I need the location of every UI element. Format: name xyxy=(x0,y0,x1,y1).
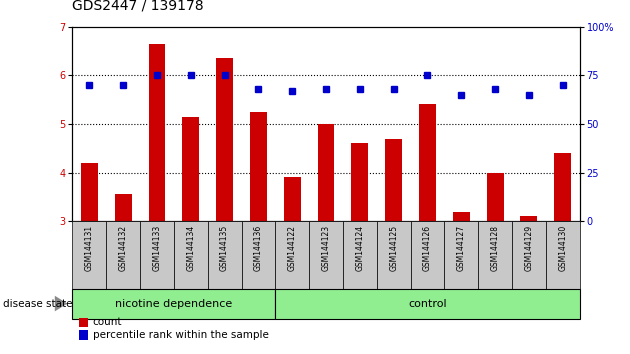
Bar xyxy=(512,221,546,289)
Bar xyxy=(377,221,411,289)
Bar xyxy=(241,221,275,289)
Text: GSM144134: GSM144134 xyxy=(186,225,195,271)
Bar xyxy=(106,221,140,289)
Polygon shape xyxy=(55,296,67,312)
Text: GSM144130: GSM144130 xyxy=(558,225,567,271)
Text: GSM144129: GSM144129 xyxy=(524,225,534,271)
Bar xyxy=(352,143,369,221)
Bar xyxy=(309,221,343,289)
Bar xyxy=(140,221,174,289)
Bar xyxy=(546,221,580,289)
Bar xyxy=(79,318,88,327)
Bar xyxy=(72,221,106,289)
Text: GSM144123: GSM144123 xyxy=(321,225,331,271)
Text: disease state: disease state xyxy=(3,298,72,309)
Bar xyxy=(250,112,267,221)
Text: GSM144126: GSM144126 xyxy=(423,225,432,271)
Bar xyxy=(453,211,470,221)
Bar xyxy=(72,289,275,319)
Text: GSM144132: GSM144132 xyxy=(118,225,128,271)
Text: GSM144122: GSM144122 xyxy=(288,225,297,270)
Text: GSM144128: GSM144128 xyxy=(491,225,500,270)
Bar xyxy=(182,116,199,221)
Bar xyxy=(284,177,301,221)
Bar xyxy=(115,194,132,221)
Bar xyxy=(216,58,233,221)
Bar xyxy=(478,221,512,289)
Bar xyxy=(554,153,571,221)
Text: GSM144127: GSM144127 xyxy=(457,225,466,271)
Bar xyxy=(419,104,436,221)
Bar xyxy=(79,330,88,340)
Bar xyxy=(208,221,241,289)
Bar xyxy=(411,221,444,289)
Text: GSM144136: GSM144136 xyxy=(254,225,263,271)
Bar xyxy=(343,221,377,289)
Text: GDS2447 / 139178: GDS2447 / 139178 xyxy=(72,0,204,12)
Bar xyxy=(149,44,166,221)
Text: percentile rank within the sample: percentile rank within the sample xyxy=(93,330,268,340)
Bar xyxy=(444,221,478,289)
Text: control: control xyxy=(408,298,447,309)
Bar xyxy=(174,221,208,289)
Text: nicotine dependence: nicotine dependence xyxy=(115,298,232,309)
Text: count: count xyxy=(93,317,122,327)
Text: GSM144131: GSM144131 xyxy=(85,225,94,271)
Bar xyxy=(520,216,537,221)
Text: GSM144135: GSM144135 xyxy=(220,225,229,271)
Text: GSM144125: GSM144125 xyxy=(389,225,398,271)
Bar xyxy=(275,289,580,319)
Bar xyxy=(318,124,335,221)
Bar xyxy=(486,172,503,221)
Bar xyxy=(385,138,402,221)
Text: GSM144133: GSM144133 xyxy=(152,225,161,271)
Bar xyxy=(81,163,98,221)
Bar xyxy=(275,221,309,289)
Text: GSM144124: GSM144124 xyxy=(355,225,364,271)
